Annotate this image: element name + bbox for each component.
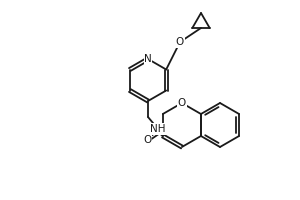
Text: O: O	[178, 98, 186, 108]
Text: N: N	[144, 54, 152, 64]
Text: O: O	[176, 37, 184, 47]
Text: O: O	[144, 135, 152, 145]
Text: NH: NH	[150, 124, 166, 134]
